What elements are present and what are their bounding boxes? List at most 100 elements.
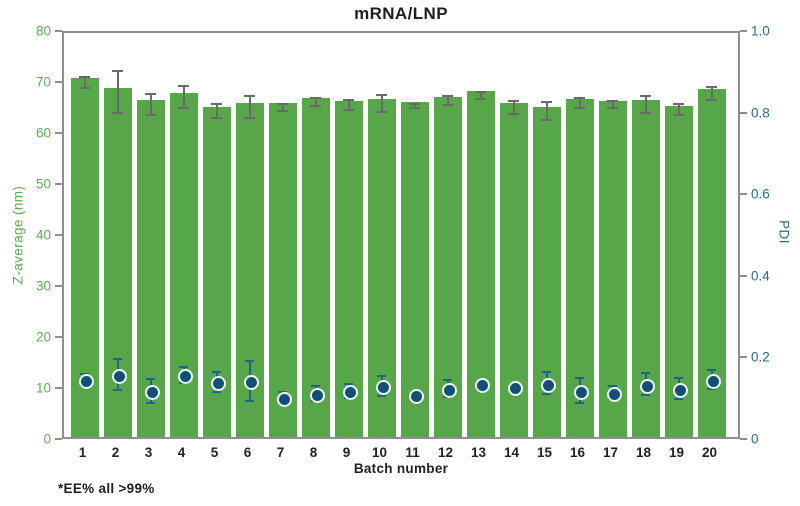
x-axis-label: Batch number xyxy=(353,461,449,476)
x-axis-tick-label: 13 xyxy=(470,445,487,460)
zaverage-error-cap-top xyxy=(343,99,354,102)
zaverage-error-cap-top xyxy=(673,103,684,106)
pdi-error-cap-top xyxy=(707,369,716,372)
pdi-error-cap-bottom xyxy=(542,393,551,396)
zaverage-error-cap-top xyxy=(607,100,618,103)
pdi-error-cap-top xyxy=(311,384,320,387)
pdi-error-cap-bottom xyxy=(707,388,716,391)
pdi-error-cap-top xyxy=(344,382,353,385)
pdi-error-cap-top xyxy=(179,365,188,368)
zaverage-error-cap-bottom xyxy=(442,104,453,107)
right-axis-tick-label: 0 xyxy=(751,431,759,447)
zaverage-error-cap-bottom xyxy=(607,107,618,110)
zaverage-error-bar xyxy=(248,96,251,118)
zaverage-error-bar xyxy=(380,95,383,112)
pdi-error-cap-top xyxy=(212,370,221,373)
zaverage-bar xyxy=(598,100,627,437)
zaverage-error-bar xyxy=(116,70,119,113)
x-axis-tick-label: 9 xyxy=(342,445,351,460)
zaverage-bar xyxy=(169,92,198,437)
zaverage-error-cap-top xyxy=(178,84,189,87)
pdi-error-cap-bottom xyxy=(146,401,155,404)
footnote: *EE% all >99% xyxy=(58,481,155,496)
pdi-error-cap-bottom xyxy=(377,395,386,398)
pdi-point xyxy=(673,382,688,398)
zaverage-error-bar xyxy=(677,104,680,115)
right-axis-tick-label: 0.2 xyxy=(751,349,770,365)
pdi-error-cap-bottom xyxy=(212,391,221,394)
zaverage-error-cap-bottom xyxy=(508,112,519,115)
zaverage-error-cap-top xyxy=(409,102,420,105)
pdi-error-cap-top xyxy=(674,377,683,380)
zaverage-error-bar xyxy=(512,101,515,114)
pdi-point xyxy=(541,377,556,393)
pdi-point xyxy=(178,369,193,385)
pdi-point xyxy=(706,374,721,390)
zaverage-error-cap-top xyxy=(211,103,222,106)
zaverage-error-bar xyxy=(545,102,548,120)
zaverage-error-cap-bottom xyxy=(178,106,189,109)
pdi-point xyxy=(640,378,655,394)
zaverage-error-bar xyxy=(314,98,317,107)
pdi-point xyxy=(244,375,259,391)
pdi-error-cap-top xyxy=(443,379,452,382)
left-axis-tick-label: 10 xyxy=(35,380,51,396)
pdi-point xyxy=(508,381,523,397)
zaverage-error-cap-top xyxy=(508,100,519,103)
left-axis-tick-label: 60 xyxy=(35,125,51,141)
pdi-error-cap-top xyxy=(641,372,650,375)
pdi-error-cap-bottom xyxy=(245,399,254,402)
pdi-error-cap-top xyxy=(146,377,155,380)
zaverage-error-bar xyxy=(611,101,614,109)
left-axis-tick xyxy=(55,285,62,287)
pdi-error-cap-top xyxy=(608,385,617,388)
left-axis-tick xyxy=(55,438,62,440)
zaverage-error-cap-bottom xyxy=(277,110,288,113)
zaverage-bar xyxy=(268,103,297,437)
pdi-point xyxy=(442,382,457,398)
zaverage-error-bar xyxy=(215,104,218,118)
left-axis-tick-label: 40 xyxy=(35,227,51,243)
x-axis-tick-label: 11 xyxy=(405,445,420,460)
zaverage-error-bar xyxy=(182,85,185,108)
zaverage-error-cap-bottom xyxy=(475,97,486,100)
zaverage-error-bar xyxy=(83,76,86,89)
pdi-point xyxy=(112,368,127,384)
zaverage-error-cap-bottom xyxy=(706,98,717,101)
zaverage-error-bar xyxy=(644,96,647,113)
left-axis-tick-label: 50 xyxy=(35,176,51,192)
x-axis-tick-label: 6 xyxy=(243,445,252,460)
zaverage-error-bar xyxy=(347,100,350,110)
zaverage-error-cap-top xyxy=(112,69,123,72)
left-axis-tick-label: 30 xyxy=(35,278,51,294)
pdi-error-cap-top xyxy=(542,371,551,374)
x-axis-tick-label: 16 xyxy=(569,445,586,460)
plot-area xyxy=(62,31,740,439)
zaverage-error-cap-top xyxy=(244,95,255,98)
x-axis-tick-label: 4 xyxy=(177,445,186,460)
zaverage-error-cap-top xyxy=(706,85,717,88)
right-axis-label: PDI xyxy=(776,220,792,244)
x-axis-tick-label: 10 xyxy=(371,445,388,460)
zaverage-error-bar xyxy=(413,103,416,108)
pdi-error-cap-top xyxy=(377,374,386,377)
right-axis-tick xyxy=(740,30,747,32)
left-axis-tick-label: 70 xyxy=(35,74,51,90)
x-axis-tick-label: 8 xyxy=(309,445,318,460)
right-axis-tick-label: 1.0 xyxy=(751,23,770,39)
zaverage-error-bar xyxy=(578,98,581,109)
x-axis-tick-label: 7 xyxy=(276,445,285,460)
pdi-error-cap-top xyxy=(113,357,122,360)
pdi-point xyxy=(376,380,391,396)
zaverage-error-cap-bottom xyxy=(640,111,651,114)
x-axis-tick-label: 3 xyxy=(144,445,153,460)
zaverage-error-cap-top xyxy=(475,90,486,93)
zaverage-error-cap-bottom xyxy=(673,113,684,116)
left-axis-tick xyxy=(55,336,62,338)
x-axis-tick-label: 1 xyxy=(78,445,87,460)
pdi-point xyxy=(277,391,292,407)
pdi-point xyxy=(475,377,490,393)
x-axis-tick-label: 18 xyxy=(635,445,652,460)
zaverage-error-cap-top xyxy=(442,95,453,98)
x-axis-tick-label: 17 xyxy=(602,445,619,460)
